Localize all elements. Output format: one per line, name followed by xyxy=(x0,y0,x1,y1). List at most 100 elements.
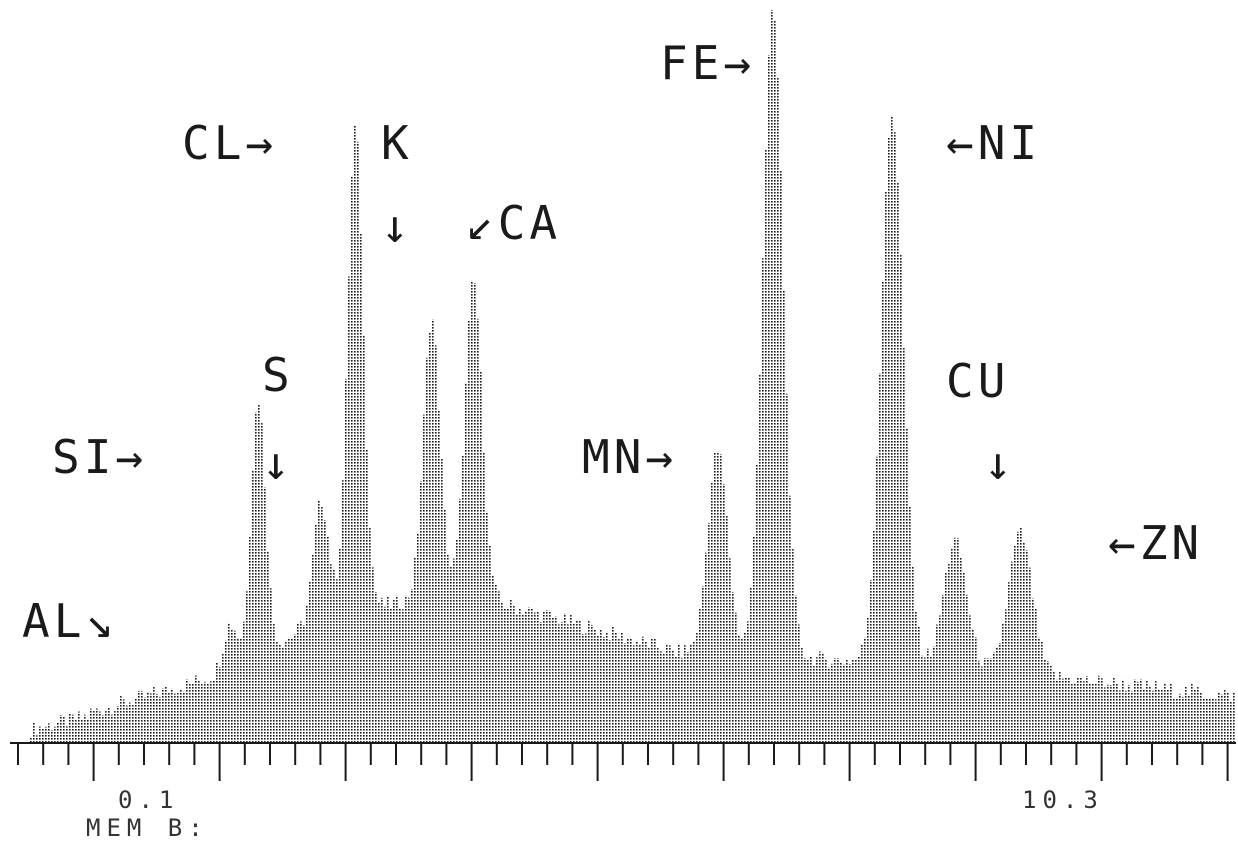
spectrum-bar xyxy=(414,557,417,743)
spectrum-bar xyxy=(915,611,918,743)
spectrum-bar xyxy=(609,640,612,743)
spectrum-bar xyxy=(921,655,924,743)
spectrum-bar xyxy=(144,697,147,743)
peak-label-zn: ←ZN xyxy=(1108,516,1204,570)
spectrum-bar xyxy=(303,625,306,743)
spectrum-bar xyxy=(351,175,354,743)
spectrum-bar xyxy=(63,716,66,743)
spectrum-bar xyxy=(1215,699,1218,743)
spectrum-bar xyxy=(948,563,951,743)
spectrum-bar xyxy=(1170,682,1173,743)
spectrum-bar xyxy=(1221,694,1224,743)
spectrum-bar xyxy=(90,708,93,743)
spectrum-bar xyxy=(309,581,312,743)
spectrum-bar xyxy=(1122,679,1125,743)
spectrum-bar xyxy=(318,500,321,743)
spectrum-bar xyxy=(498,591,501,743)
spectrum-bar xyxy=(450,565,453,743)
spectrum-bar xyxy=(588,621,591,743)
spectrum-bar xyxy=(951,548,954,743)
spectrum-bar xyxy=(555,616,558,743)
spectrum-bar xyxy=(297,623,300,743)
spectrum-bar xyxy=(1008,582,1011,743)
spectrum-bar xyxy=(582,633,585,743)
spectrum-bar xyxy=(168,693,171,743)
spectrum-bar xyxy=(132,705,135,743)
spectrum-bar xyxy=(237,638,240,743)
spectrum-bar xyxy=(918,625,921,743)
spectrum-bar xyxy=(1062,678,1065,743)
spectrum-bar xyxy=(762,258,765,743)
spectrum-bar xyxy=(504,607,507,743)
spectrum-bar xyxy=(153,687,156,743)
spectrum-bar xyxy=(258,404,261,743)
spectrum-bar xyxy=(1203,697,1206,743)
spectrum-bar xyxy=(1083,681,1086,743)
spectrum-bar xyxy=(594,629,597,743)
spectrum-bar xyxy=(813,666,816,743)
spectrum-bar xyxy=(831,663,834,743)
spectrum-bar xyxy=(768,55,771,743)
spectrum-bar xyxy=(984,657,987,743)
spectrum-bar xyxy=(537,610,540,743)
spectrum-bar xyxy=(1185,686,1188,743)
peak-label-cl: CL→ xyxy=(182,116,278,170)
spectrum-bar xyxy=(141,690,144,743)
spectrum-bar xyxy=(1188,694,1191,743)
spectrum-bar xyxy=(654,638,657,743)
spectrum-bar xyxy=(312,553,315,743)
spectrum-bar xyxy=(471,280,474,743)
spectrum-bar xyxy=(1041,641,1044,743)
spectrum-bar xyxy=(435,345,438,743)
spectrum-bar xyxy=(270,588,273,743)
spectrum-bar xyxy=(1050,666,1053,743)
spectrum-bar xyxy=(903,346,906,743)
spectrum-bar xyxy=(291,637,294,743)
spectrum-bar xyxy=(120,696,123,743)
spectrum-bar xyxy=(726,516,729,743)
spectrum-bar xyxy=(1059,671,1062,743)
spectrum-bar xyxy=(969,615,972,743)
peak-label-mn: MN→ xyxy=(582,430,678,484)
spectrum-bar xyxy=(765,148,768,743)
spectrum-bar xyxy=(621,632,624,743)
spectrum-bar xyxy=(1164,682,1167,743)
spectrum-bar xyxy=(321,507,324,743)
spectrum-bar xyxy=(1149,685,1152,743)
spectrum-bar xyxy=(513,605,516,743)
spectrum-bar xyxy=(432,319,435,743)
peak-arrow-cu: ↓ xyxy=(984,436,1016,490)
spectrum-bar xyxy=(741,638,744,743)
spectrum-bar xyxy=(42,728,45,743)
x-axis-ticks xyxy=(17,743,1229,781)
spectrum-bar xyxy=(576,621,579,743)
spectrum-bar xyxy=(789,495,792,743)
spectrum-bar xyxy=(957,537,960,743)
spectrum-bar xyxy=(483,452,486,743)
spectrum-bar xyxy=(1206,697,1209,743)
spectrum-bars xyxy=(30,10,1236,744)
spectrum-bar xyxy=(675,655,678,743)
spectrum-bar xyxy=(870,579,873,743)
spectrum-bar xyxy=(354,125,357,744)
spectrum-bar xyxy=(1020,528,1023,743)
x-tick-label-end: 10.3 xyxy=(1022,786,1104,814)
spectrum-bar xyxy=(699,607,702,743)
spectrum-bar xyxy=(324,519,327,743)
spectrum-bar xyxy=(486,511,489,743)
spectrum-bar xyxy=(1053,671,1056,743)
spectrum-bar xyxy=(327,536,330,743)
spectrum-bar xyxy=(615,633,618,743)
spectrum-bar xyxy=(357,141,360,743)
spectrum-bar xyxy=(138,690,141,743)
spectrum-bar xyxy=(855,658,858,743)
spectrum-bar xyxy=(135,698,138,743)
spectrum-bar xyxy=(843,664,846,743)
spectrum-bar xyxy=(420,481,423,743)
spectrum-bar xyxy=(1047,660,1050,743)
spectrum-bar xyxy=(204,681,207,743)
spectrum-bar xyxy=(48,723,51,743)
spectrum-bar xyxy=(837,657,840,743)
peak-label-cu: CU xyxy=(946,354,1010,408)
spectrum-bar xyxy=(69,712,72,743)
